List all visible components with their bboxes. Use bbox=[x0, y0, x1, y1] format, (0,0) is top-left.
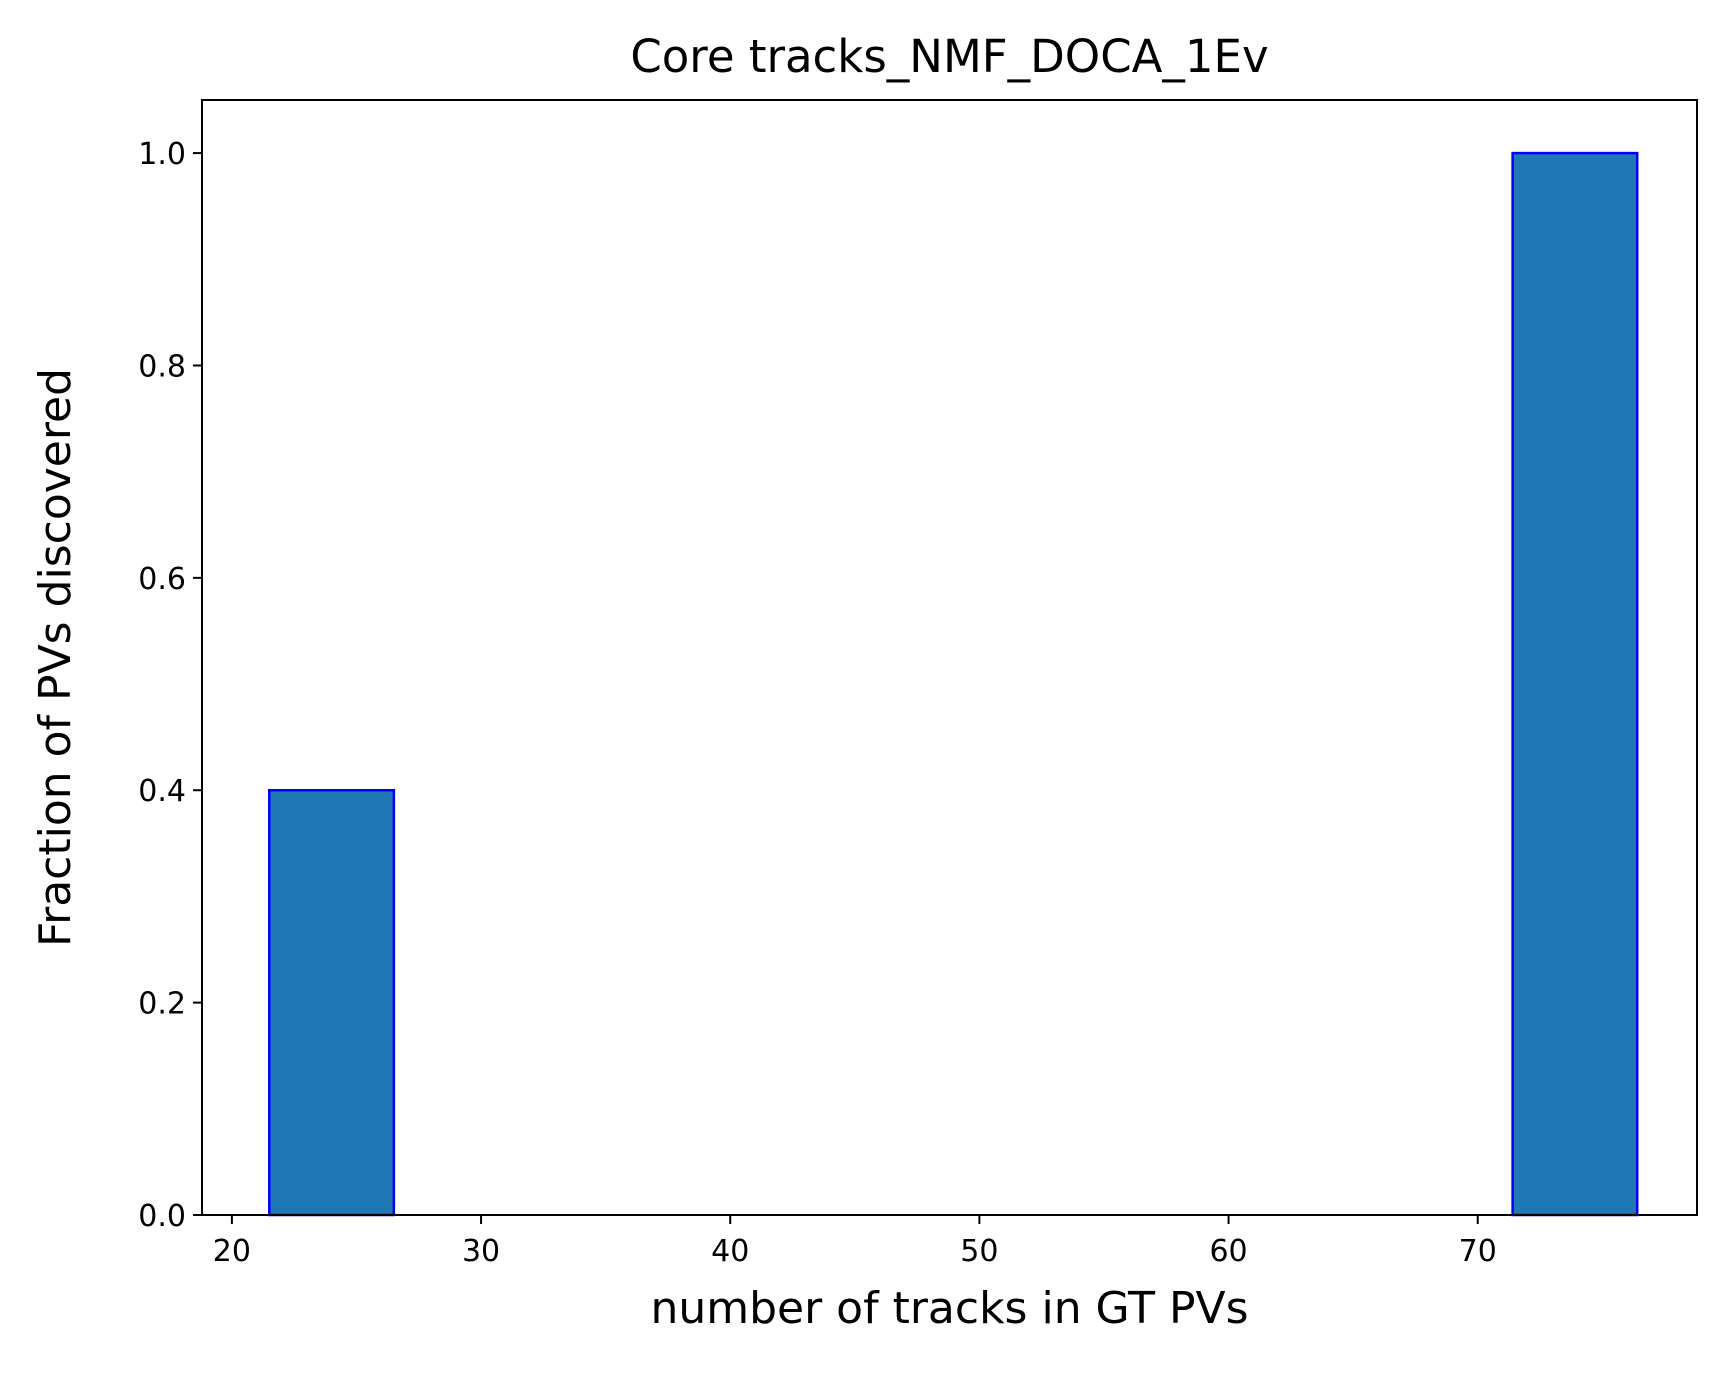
x-tick-label: 70 bbox=[1459, 1234, 1497, 1269]
bars-group bbox=[268, 151, 1639, 1217]
y-tick-label: 0.2 bbox=[138, 987, 186, 1022]
x-tick-label: 40 bbox=[711, 1234, 749, 1269]
y-axis-ticks: 0.0 0.2 0.4 0.6 0.8 1.0 bbox=[138, 137, 202, 1234]
axes-frame bbox=[201, 99, 1698, 1216]
y-tick-label: 0.0 bbox=[138, 1199, 186, 1234]
y-tick-label: 0.4 bbox=[138, 774, 186, 809]
x-axis-label: number of tracks in GT PVs bbox=[650, 1283, 1248, 1334]
chart-title: Core tracks_NMF_DOCA_1Ev bbox=[630, 30, 1268, 83]
y-tick-label: 0.8 bbox=[138, 349, 186, 384]
y-tick-label: 1.0 bbox=[138, 137, 186, 172]
bar-1 bbox=[1511, 151, 1639, 1217]
x-tick-label: 60 bbox=[1209, 1234, 1247, 1269]
y-tick-label: 0.6 bbox=[138, 562, 186, 597]
bar-0 bbox=[268, 788, 396, 1217]
x-tick-label: 50 bbox=[960, 1234, 998, 1269]
y-axis-label: Fraction of PVs discovered bbox=[30, 368, 81, 947]
x-tick-label: 30 bbox=[462, 1234, 500, 1269]
x-axis-ticks: 20 30 40 50 60 70 bbox=[213, 1215, 1497, 1269]
x-tick-label: 20 bbox=[213, 1234, 251, 1269]
